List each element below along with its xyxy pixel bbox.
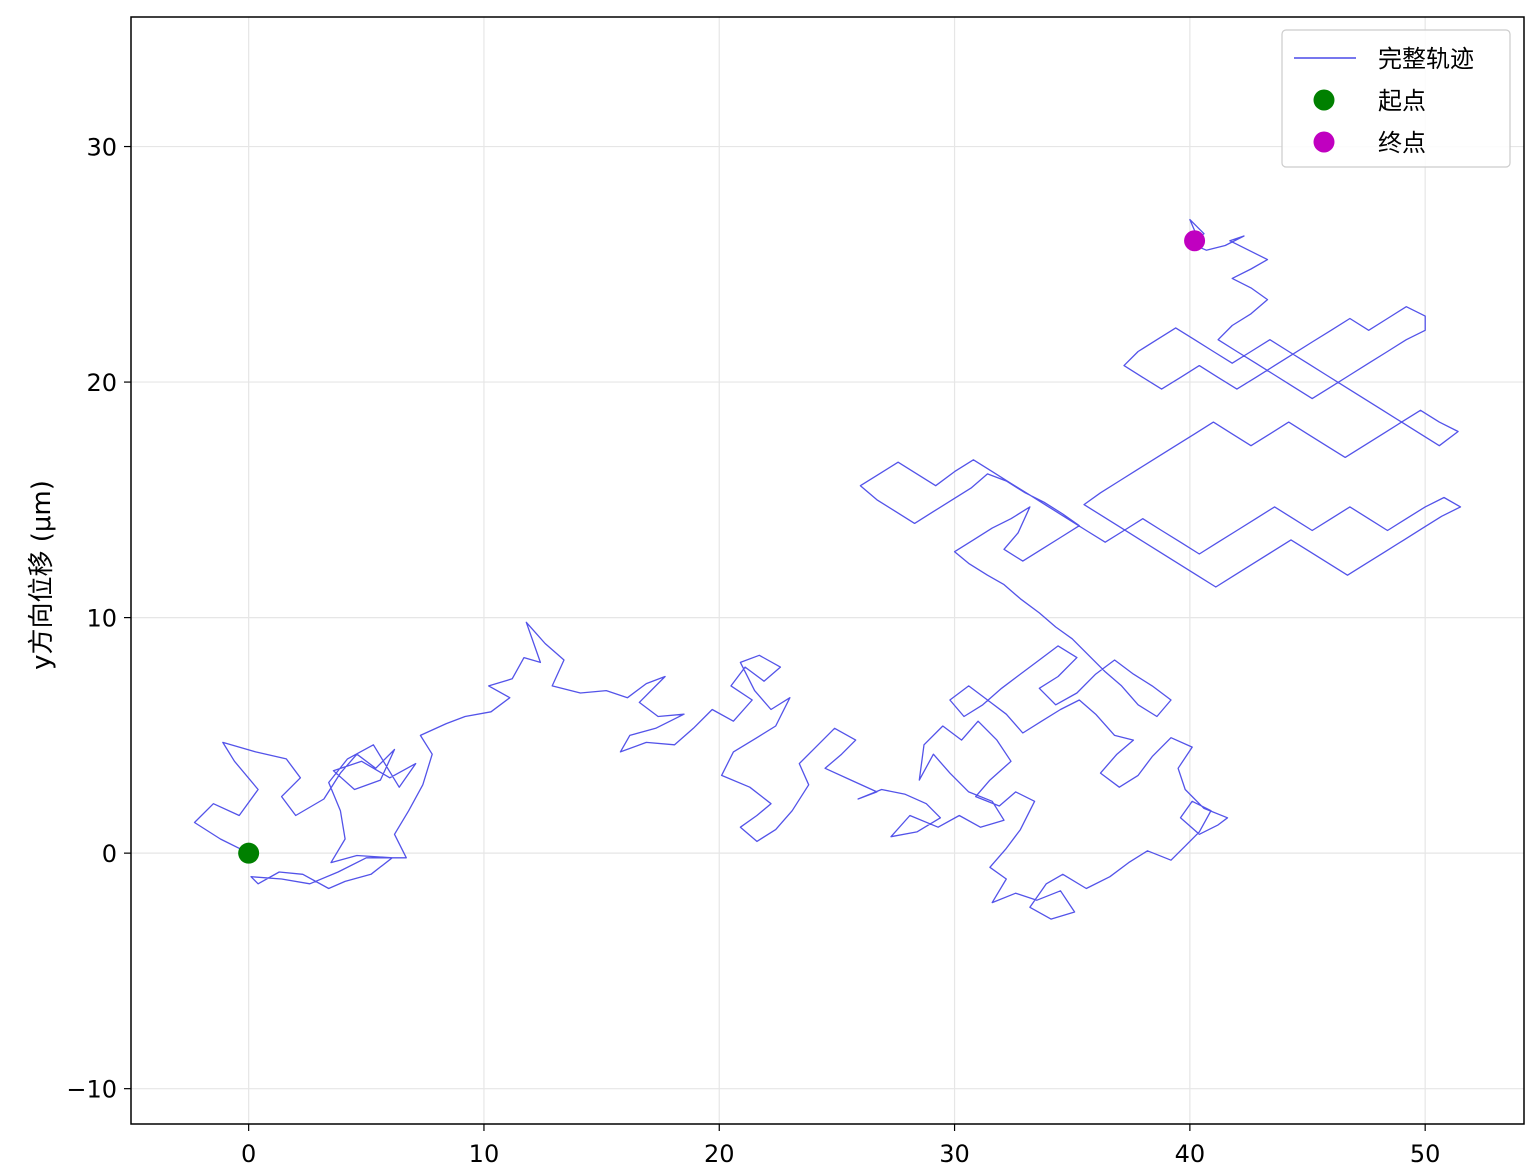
y-tick-label: 0 xyxy=(102,840,117,868)
x-tick-label: 50 xyxy=(1410,1140,1441,1168)
plot-frame xyxy=(130,16,1525,1125)
end-point-marker xyxy=(1184,230,1206,252)
trajectory-path xyxy=(193,218,1462,920)
trajectory-line xyxy=(193,218,1462,920)
x-tick-label: 10 xyxy=(469,1140,500,1168)
y-tick-label: −10 xyxy=(66,1076,117,1104)
x-axis-ticks: 0 10 20 30 40 50 xyxy=(241,1124,1440,1168)
x-tick-label: 30 xyxy=(939,1140,970,1168)
legend-label-end: 终点 xyxy=(1378,129,1426,157)
legend-label-start: 起点 xyxy=(1378,87,1426,115)
legend-label-trajectory: 完整轨迹 xyxy=(1378,45,1474,73)
x-tick-label: 40 xyxy=(1175,1140,1206,1168)
y-tick-label: 30 xyxy=(86,134,117,162)
y-axis-label: y方向位移 (μm) xyxy=(27,480,57,670)
legend-start-marker xyxy=(1313,89,1335,111)
legend-box xyxy=(1281,29,1511,168)
y-axis-ticks: −10 0 10 20 30 xyxy=(66,134,131,1104)
x-tick-label: 0 xyxy=(241,1140,256,1168)
y-tick-label: 20 xyxy=(86,369,117,397)
start-point-marker xyxy=(238,842,260,864)
markers xyxy=(238,230,1206,864)
x-tick-label: 20 xyxy=(704,1140,735,1168)
legend-end-marker xyxy=(1313,131,1335,153)
legend: 完整轨迹 起点 终点 xyxy=(1281,29,1511,168)
y-tick-label: 10 xyxy=(86,605,117,633)
